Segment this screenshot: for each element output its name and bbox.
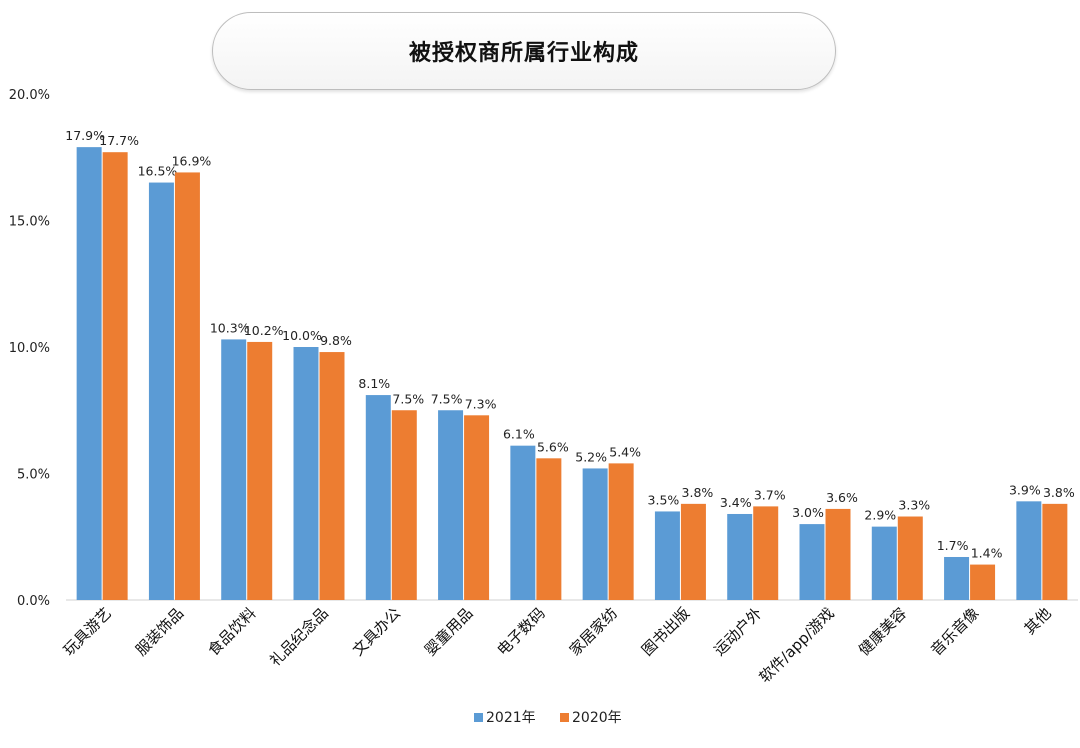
data-label: 1.4% [971, 546, 1003, 561]
legend-label: 2020年 [572, 710, 622, 726]
category-label: 图书出版 [638, 604, 693, 659]
bar-series1 [510, 445, 536, 600]
category-label: 礼品纪念品 [266, 604, 332, 670]
bar-series1 [221, 339, 247, 600]
chart-title: 被授权商所属行业构成 [408, 41, 639, 66]
data-label: 16.5% [138, 164, 178, 179]
category-label: 其他 [1021, 604, 1055, 638]
data-label: 9.8% [320, 333, 352, 348]
category-label: 健康美容 [855, 604, 910, 659]
bar-series2 [825, 508, 851, 600]
y-tick-label: 0.0% [17, 594, 50, 609]
category-label: 食品饮料 [204, 604, 259, 659]
data-label: 5.6% [537, 439, 569, 454]
data-label: 8.1% [358, 376, 390, 391]
bar-series1 [293, 347, 319, 600]
y-tick-label: 10.0% [9, 341, 50, 356]
bar-series1 [76, 147, 102, 600]
category-label: 家居家纺 [566, 604, 621, 659]
chart-title-box: 被授权商所属行业构成 [212, 12, 836, 90]
data-label: 2.9% [864, 508, 896, 523]
bar-series2 [102, 152, 128, 600]
category-label: 运动户外 [710, 604, 765, 659]
y-tick-label: 5.0% [17, 468, 50, 483]
bar-series2 [608, 463, 634, 600]
data-label: 17.9% [65, 128, 105, 143]
bar-series2 [897, 516, 923, 600]
bar-series1 [365, 395, 391, 600]
bar-series2 [319, 352, 345, 600]
category-label: 文具办公 [349, 604, 404, 659]
y-tick-label: 15.0% [9, 215, 50, 230]
data-label: 5.4% [609, 444, 641, 459]
bar-series2 [247, 341, 273, 600]
data-label: 3.3% [898, 498, 930, 513]
bar-series2 [1042, 503, 1068, 600]
bar-series1 [438, 410, 464, 600]
bar-series2 [970, 564, 996, 600]
legend-label: 2021年 [486, 710, 536, 726]
data-label: 3.4% [720, 495, 752, 510]
data-label: 10.3% [210, 320, 250, 335]
data-label: 7.3% [465, 396, 497, 411]
data-label: 3.8% [1043, 485, 1075, 500]
data-label: 3.5% [648, 492, 680, 507]
bar-series2 [391, 410, 417, 600]
legend-swatch [474, 713, 483, 722]
data-label: 16.9% [172, 153, 212, 168]
data-label: 10.0% [282, 328, 322, 343]
data-label: 1.7% [937, 538, 969, 553]
category-label: 电子数码 [494, 604, 549, 659]
bar-series1 [654, 511, 680, 600]
data-label: 10.2% [244, 323, 284, 338]
bar-series1 [1016, 501, 1042, 600]
data-label: 3.9% [1009, 482, 1041, 497]
data-label: 7.5% [392, 391, 424, 406]
data-label: 3.7% [754, 487, 786, 502]
bar-series1 [799, 524, 825, 600]
bar-series1 [871, 526, 897, 600]
category-label: 音乐音像 [927, 604, 982, 659]
bar-series2 [753, 506, 779, 600]
category-label: 软件/app/游戏 [756, 604, 838, 686]
data-label: 7.5% [431, 391, 463, 406]
legend-swatch [560, 713, 569, 722]
bar-series2 [536, 458, 562, 600]
category-label: 婴童用品 [421, 604, 476, 659]
bar-series2 [174, 172, 200, 600]
y-tick-label: 20.0% [9, 88, 50, 103]
bar-series1 [944, 556, 970, 600]
bar-series1 [148, 182, 174, 601]
data-label: 17.7% [99, 133, 139, 148]
bar-series1 [727, 513, 753, 600]
data-label: 3.8% [682, 485, 714, 500]
bar-series2 [464, 415, 490, 600]
category-label: 玩具游艺 [60, 604, 115, 659]
data-label: 3.6% [826, 490, 858, 505]
bar-series2 [680, 503, 706, 600]
data-label: 3.0% [792, 505, 824, 520]
category-label: 服装饰品 [132, 604, 187, 659]
data-label: 5.2% [575, 449, 607, 464]
bar-series1 [582, 468, 608, 600]
data-label: 6.1% [503, 427, 535, 442]
